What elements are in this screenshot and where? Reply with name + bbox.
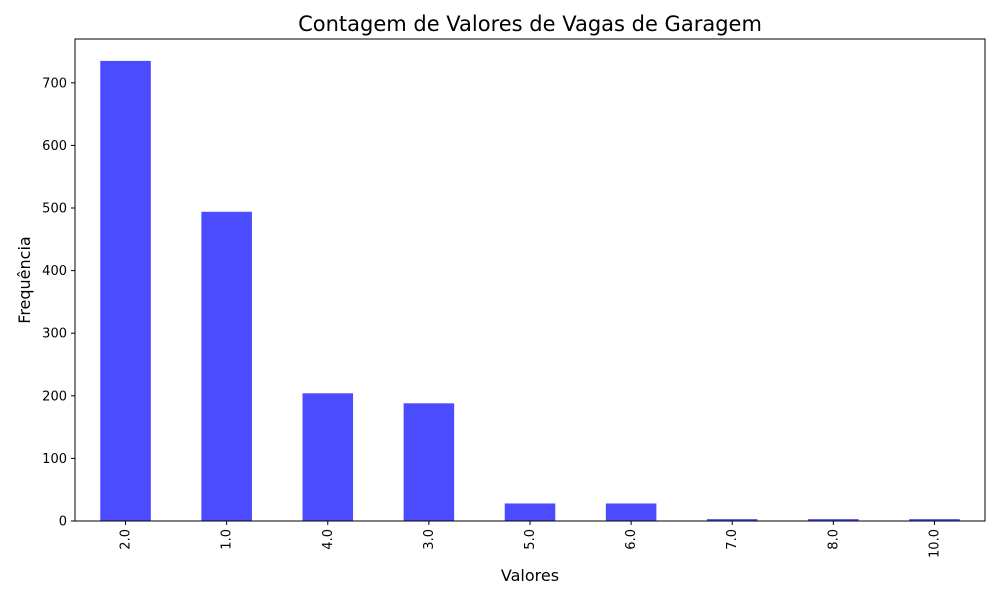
- chart-title: Contagem de Valores de Vagas de Garagem: [298, 12, 762, 36]
- bar-2.0: [100, 60, 151, 522]
- bar-5.0: [504, 503, 556, 521]
- x-tick-label: 3.0: [422, 529, 437, 550]
- y-tick-label: 100: [42, 452, 67, 467]
- bar-1.0: [201, 211, 252, 521]
- x-tick-label: 5.0: [523, 529, 538, 550]
- y-tick-label: 500: [42, 202, 67, 217]
- bar-4.0: [302, 393, 354, 521]
- x-tick-label: 10.0: [927, 529, 942, 558]
- bar-3.0: [403, 403, 455, 521]
- x-axis: 2.0 1.0 4.0 3.0 5.0 6.0 7.0 8.0 10.0: [119, 521, 942, 558]
- y-tick-label: 600: [42, 139, 67, 154]
- y-axis: 0 100 200 300 400 500 600 700: [42, 76, 75, 530]
- y-tick-label: 700: [42, 76, 67, 91]
- y-tick-label: 300: [42, 327, 67, 342]
- y-tick-label: 0: [59, 515, 67, 530]
- bars-group: [100, 60, 960, 522]
- bar-8.0: [808, 519, 859, 521]
- y-axis-label: Frequência: [15, 236, 34, 323]
- x-tick-label: 1.0: [220, 529, 235, 550]
- x-tick-label: 6.0: [624, 529, 639, 550]
- bar-7.0: [706, 519, 758, 521]
- x-tick-label: 2.0: [119, 529, 134, 550]
- x-tick-label: 8.0: [826, 529, 841, 550]
- y-tick-label: 200: [42, 389, 67, 404]
- x-tick-label: 7.0: [725, 529, 740, 550]
- y-tick-label: 400: [42, 264, 67, 279]
- x-tick-label: 4.0: [321, 529, 336, 550]
- x-axis-label: Valores: [501, 566, 559, 585]
- bar-10.0: [909, 519, 960, 521]
- bar-6.0: [605, 503, 657, 521]
